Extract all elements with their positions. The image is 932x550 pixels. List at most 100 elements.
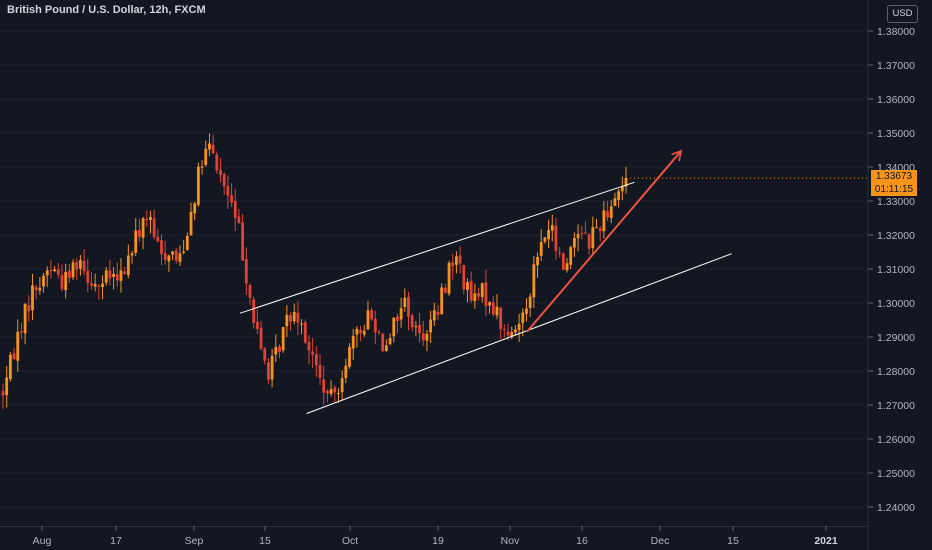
candle-body (606, 211, 609, 218)
candle-body (167, 255, 171, 262)
candle-body (252, 299, 256, 323)
price-tick-label: 1.28000 (877, 366, 915, 378)
candle-body (443, 287, 447, 293)
candle-body (495, 306, 499, 316)
candle-body (410, 315, 414, 328)
candle-body (34, 286, 38, 291)
candle-body (547, 229, 550, 240)
candle-body (620, 186, 624, 192)
candle-body (340, 378, 344, 393)
candle-body (219, 169, 222, 176)
candle-body (333, 387, 337, 393)
candle-body (451, 262, 455, 267)
candle-body (141, 218, 145, 238)
candle-body (211, 144, 215, 154)
candle-body (584, 232, 587, 234)
candle-body (289, 315, 292, 322)
candle-body (53, 269, 57, 272)
candle-body (373, 318, 377, 333)
candle-body (67, 270, 71, 278)
candle-body (267, 362, 270, 380)
candle-body (27, 305, 31, 312)
price-tick-label: 1.30000 (877, 298, 915, 310)
time-tick-label: Dec (651, 535, 670, 547)
candle-body (226, 186, 230, 196)
candle-body (134, 230, 138, 253)
candle-body (93, 283, 97, 287)
channel-trendline (239, 181, 635, 314)
candle-body (462, 265, 466, 290)
candle-body (514, 329, 517, 333)
candle-body (281, 327, 285, 351)
price-tick-label: 1.38000 (877, 26, 915, 38)
candle-body (200, 166, 204, 168)
trend-arrow (526, 149, 683, 333)
candle-body (362, 330, 366, 335)
price-axis: 1.380001.370001.360001.350001.340001.330… (868, 26, 915, 514)
candle-body (233, 201, 237, 218)
candle-body (300, 323, 303, 325)
candle-body (31, 285, 34, 311)
candles-layer (1, 133, 628, 409)
candle-body (392, 317, 396, 337)
candle-body (222, 174, 226, 187)
candle-body (558, 252, 562, 254)
candle-body (101, 283, 104, 288)
candle-body (440, 287, 444, 315)
candle-body (156, 236, 160, 242)
candle-body (550, 225, 554, 231)
candle-body (86, 270, 90, 284)
candle-body (274, 347, 278, 355)
candle-body (303, 322, 307, 343)
price-tick-label: 1.33000 (877, 196, 915, 208)
candle-body (421, 333, 425, 341)
candle-body (82, 260, 86, 272)
candle-body (488, 302, 492, 306)
candle-body (185, 236, 189, 250)
candle-body (407, 296, 410, 317)
price-tick-label: 1.31000 (877, 264, 915, 276)
candle-body (5, 377, 9, 395)
candle-body (307, 341, 311, 351)
candle-body (178, 253, 182, 262)
candle-body (348, 347, 351, 367)
candle-body (510, 332, 514, 338)
candle-body (484, 282, 488, 307)
candle-body (296, 312, 300, 323)
price-tick-label: 1.35000 (877, 128, 915, 140)
candle-body (126, 255, 130, 276)
candle-body (244, 258, 248, 284)
candle-body (79, 260, 82, 269)
candle-body (71, 262, 75, 278)
candle-body (285, 314, 289, 327)
candle-body (16, 331, 20, 361)
candle-body (624, 178, 628, 187)
candle-body (565, 263, 569, 271)
candle-body (326, 390, 329, 394)
candle-body (591, 227, 595, 249)
candle-body (97, 285, 101, 287)
candle-body (45, 270, 49, 276)
candle-body (278, 346, 281, 352)
candle-body (359, 329, 362, 334)
time-tick-label: 19 (432, 535, 444, 547)
candle-body (499, 307, 503, 330)
candle-body (536, 256, 539, 266)
candle-body (182, 251, 186, 253)
currency-button[interactable]: USD (887, 5, 918, 23)
candle-body (466, 282, 469, 290)
candle-body (436, 312, 440, 315)
candle-body (543, 237, 547, 242)
time-tick-label: 17 (110, 535, 122, 547)
candle-body (469, 280, 473, 301)
candle-body (215, 154, 219, 171)
channel-trendline (306, 253, 732, 414)
candle-body (595, 227, 598, 229)
candle-body (337, 393, 340, 395)
price-tick-label: 1.24000 (877, 502, 915, 514)
candle-body (425, 333, 429, 341)
candle-body (115, 274, 119, 281)
candle-body (525, 308, 528, 314)
candle-body (473, 293, 477, 302)
